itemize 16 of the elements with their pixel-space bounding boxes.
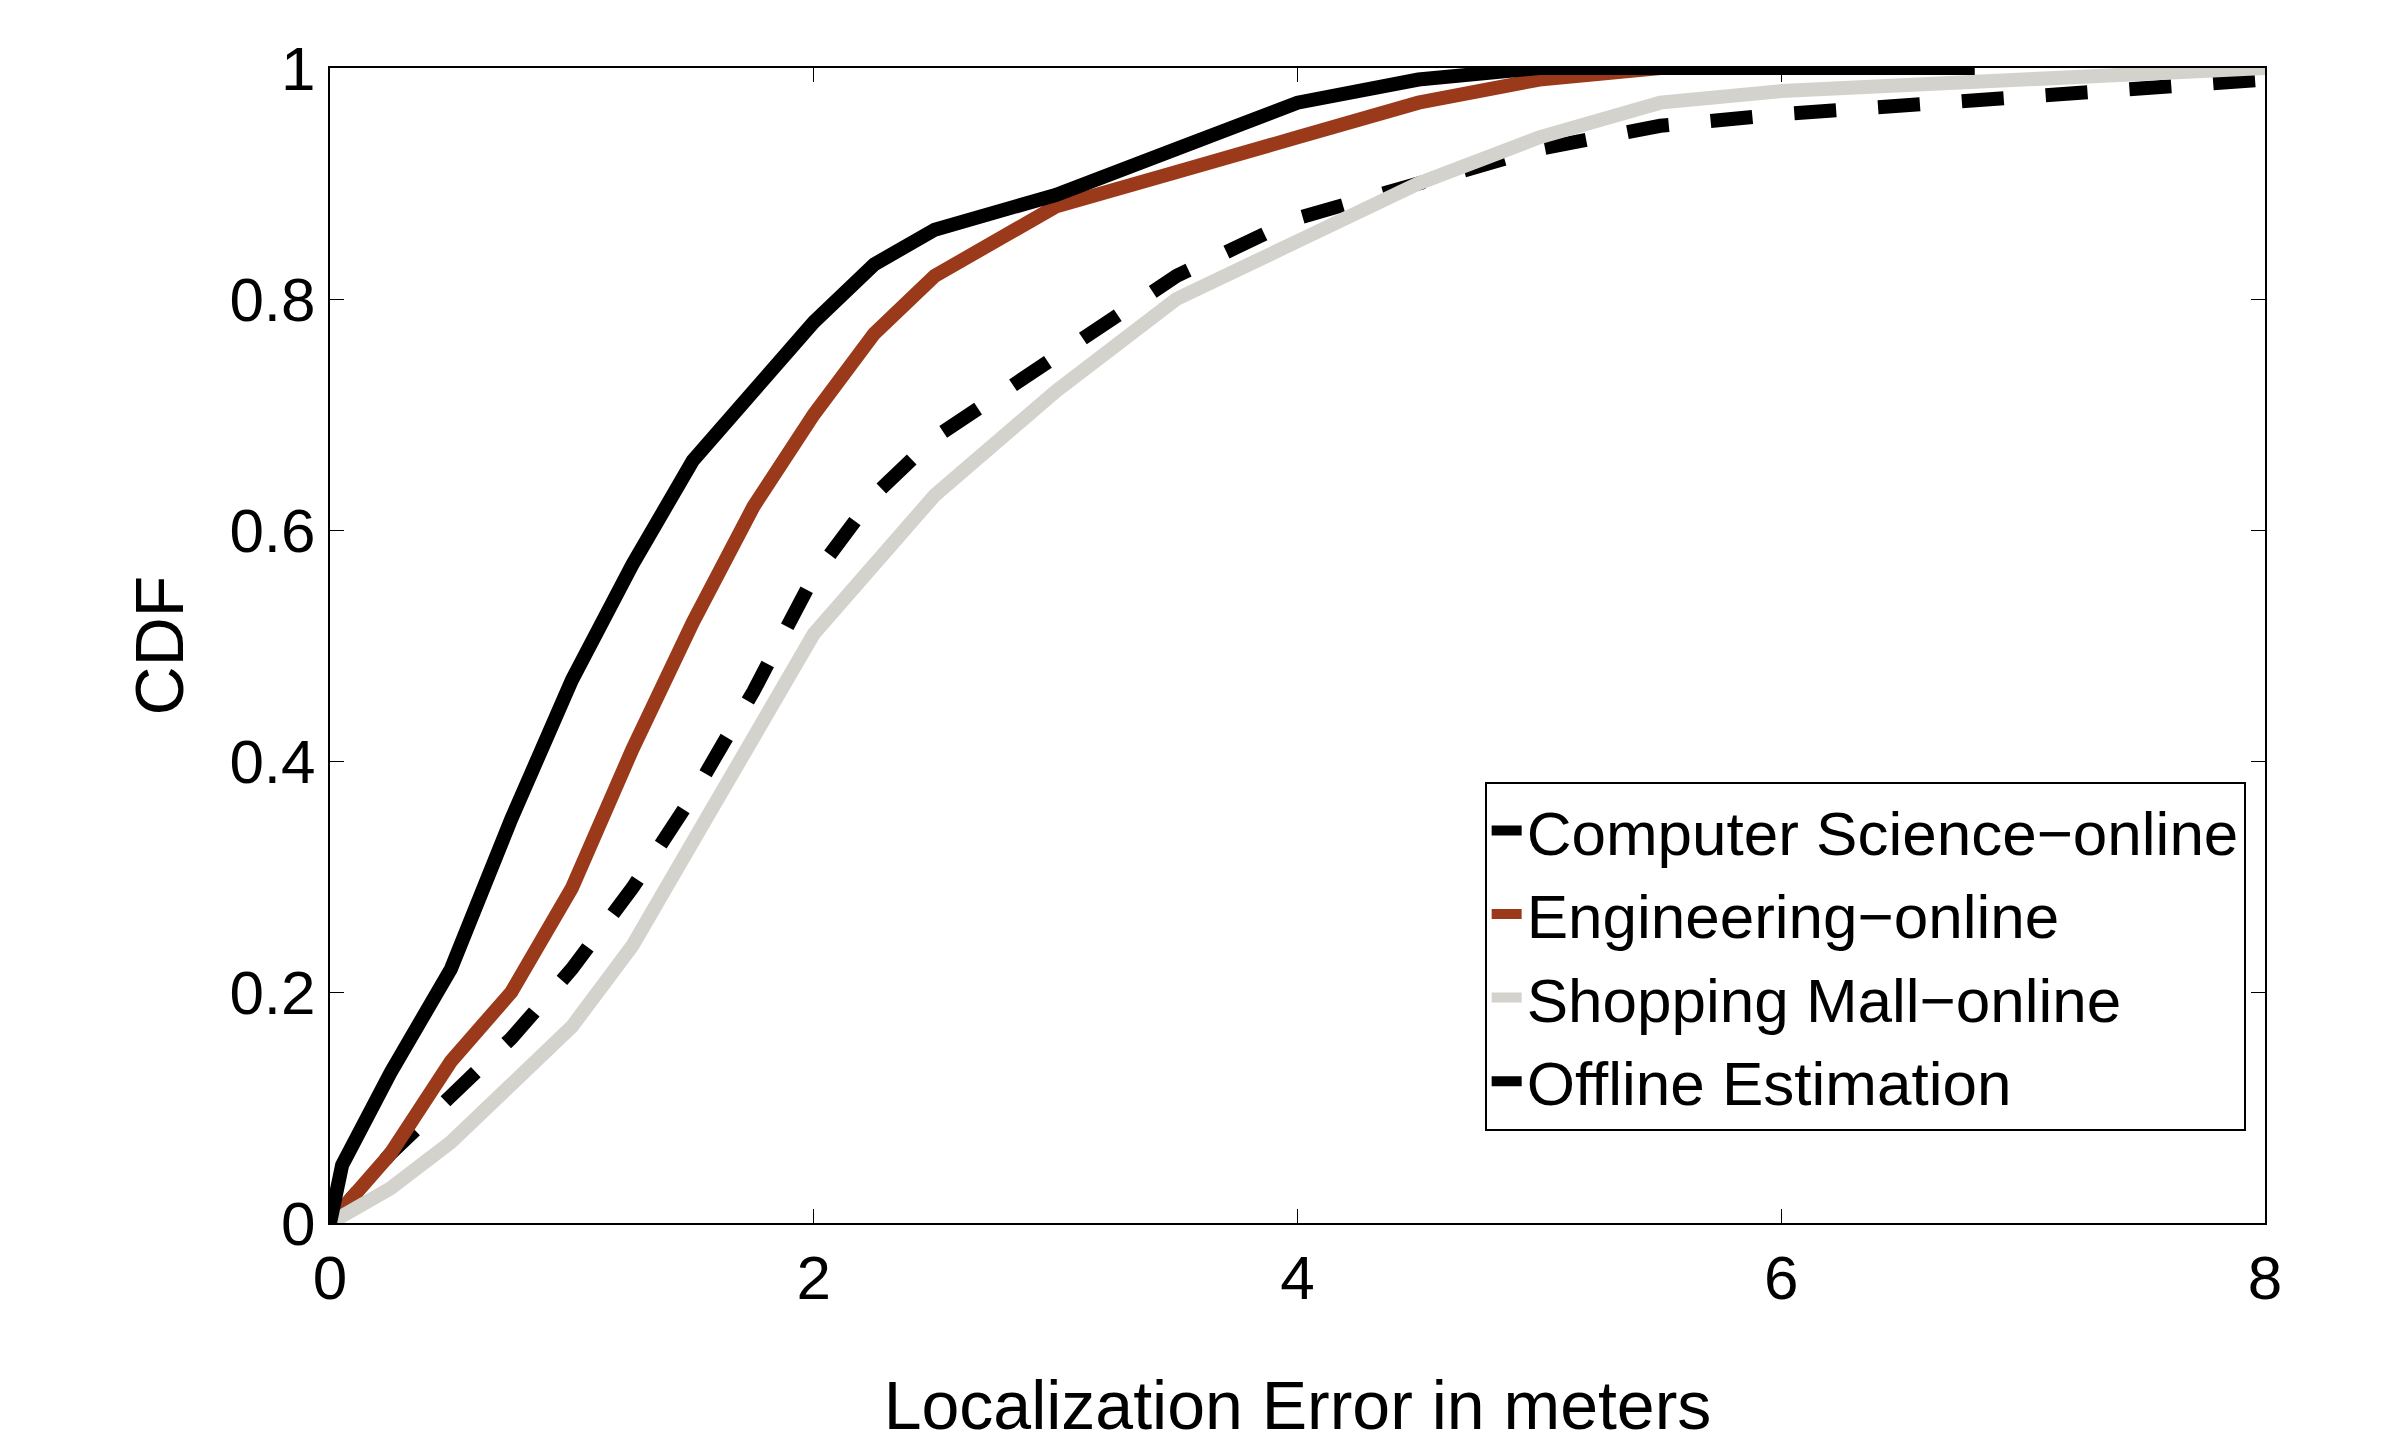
y-tick-label: 0.2 [229, 957, 316, 1027]
y-tick-label: 0 [281, 1188, 316, 1258]
y-tick-label: 0.6 [229, 495, 316, 565]
x-tick-label: 2 [796, 1243, 831, 1313]
legend-label: Shopping Mall−online [1526, 965, 2122, 1035]
y-tick-label: 0.4 [229, 726, 316, 796]
legend-label: Offline Estimation [1526, 1049, 2012, 1119]
y-axis-title: CDF [121, 575, 197, 716]
x-tick-label: 6 [1764, 1243, 1799, 1313]
x-tick-label: 8 [2247, 1243, 2283, 1313]
x-axis-title: Localization Error in meters [883, 1367, 1712, 1443]
legend-label: Computer Science−online [1526, 798, 2239, 868]
x-tick-label: 4 [1280, 1243, 1315, 1313]
y-tick-label: 1 [281, 33, 316, 103]
y-tick-label: 0.8 [229, 264, 316, 334]
legend-label: Engineering−online [1526, 882, 2060, 952]
